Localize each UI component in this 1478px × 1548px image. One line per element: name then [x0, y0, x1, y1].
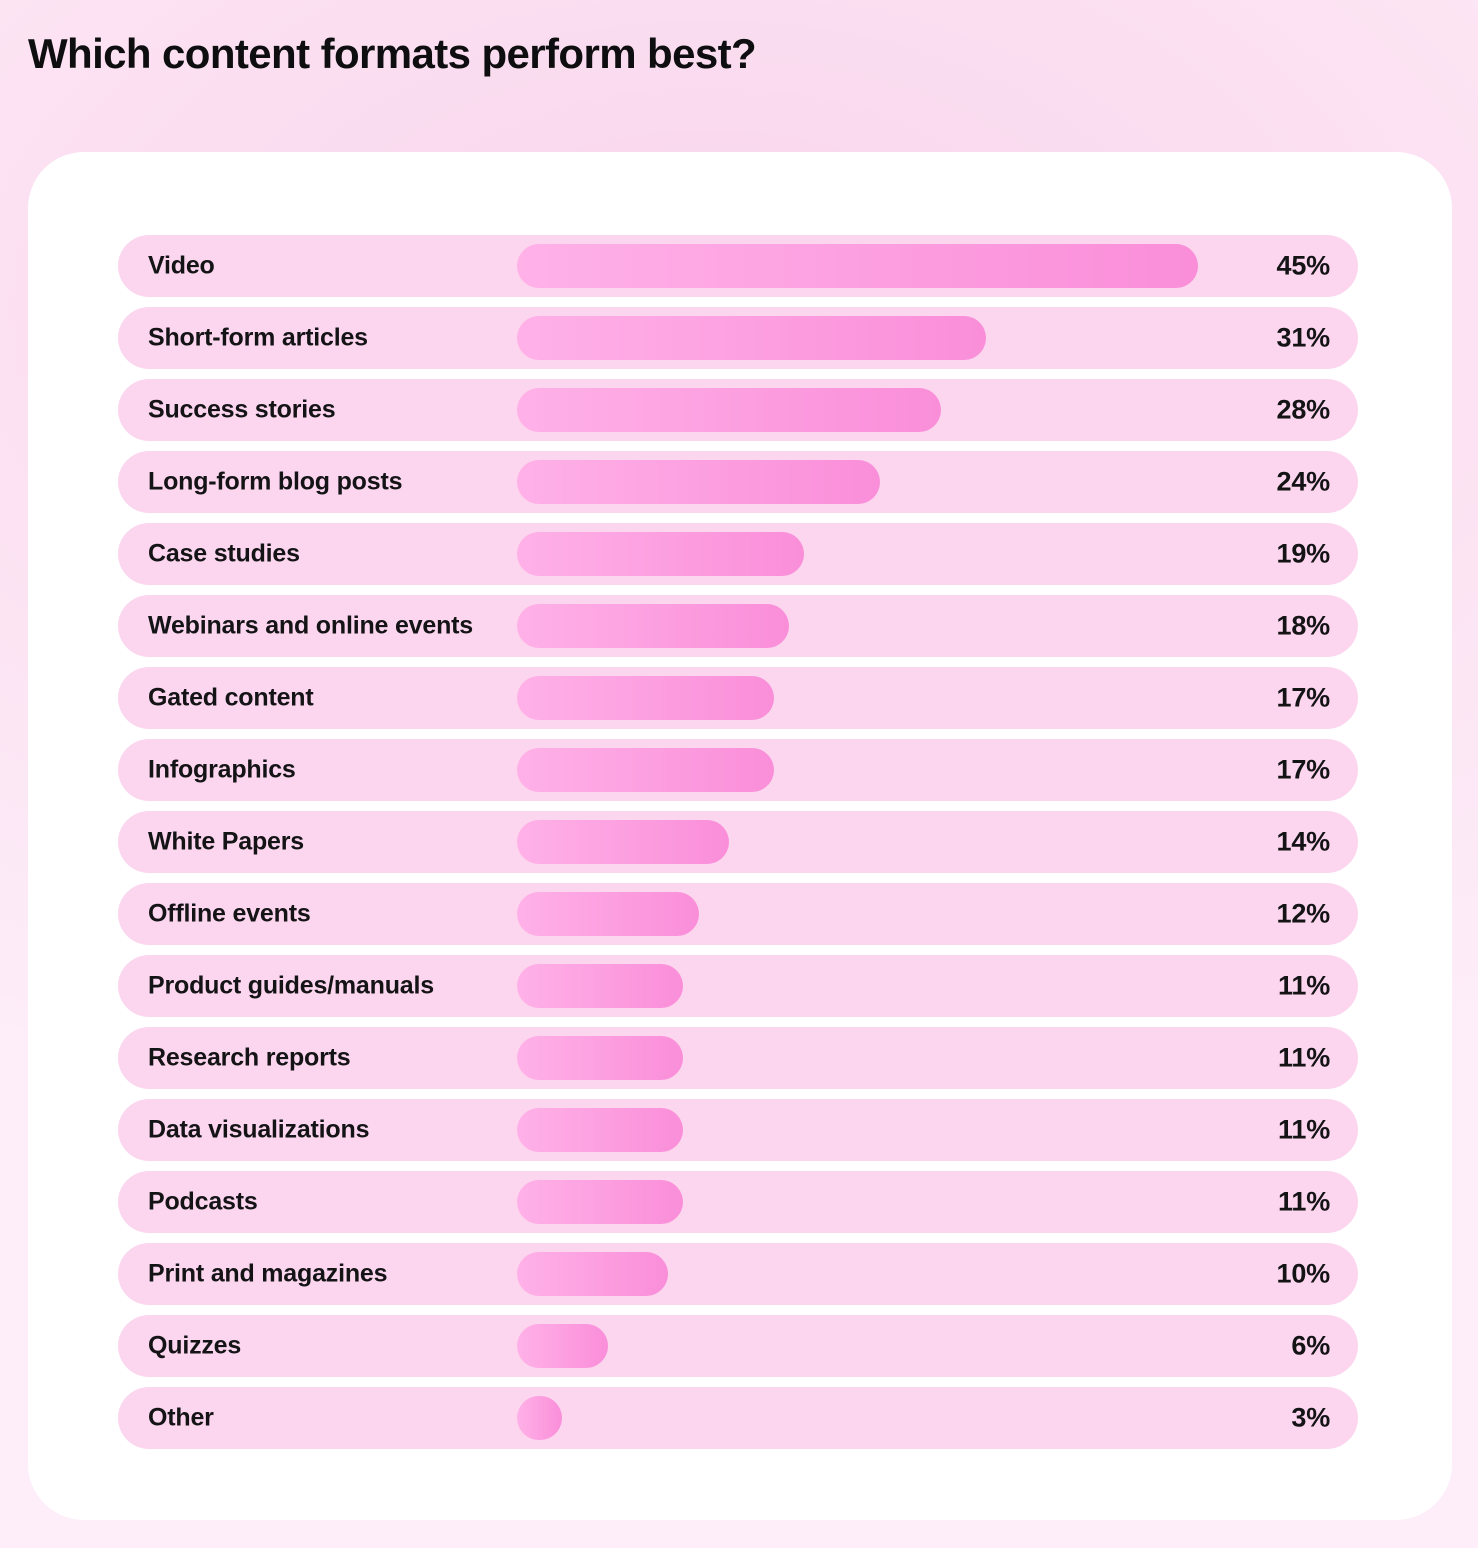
- category-label: Product guides/manuals: [148, 971, 434, 1000]
- chart-row: Quizzes 6%: [118, 1315, 1358, 1377]
- value-label: 11%: [1278, 970, 1330, 1001]
- category-label: White Papers: [148, 827, 304, 856]
- value-label: 11%: [1278, 1114, 1330, 1145]
- chart-row: Research reports 11%: [118, 1027, 1358, 1089]
- category-label: Case studies: [148, 539, 300, 568]
- category-label: Quizzes: [148, 1331, 242, 1360]
- chart-row: Data visualizations 11%: [118, 1099, 1358, 1161]
- value-bar: [517, 676, 774, 720]
- value-label: 45%: [1276, 250, 1331, 281]
- value-bar: [517, 1324, 608, 1368]
- page-title: Which content formats perform best?: [28, 30, 757, 77]
- category-label: Success stories: [148, 395, 336, 424]
- value-bar: [517, 460, 880, 504]
- chart-row: Webinars and online events 18%: [118, 595, 1358, 657]
- chart-row: Video 45%: [118, 235, 1358, 297]
- value-bar: [517, 892, 699, 936]
- chart-row: Podcasts 11%: [118, 1171, 1358, 1233]
- chart-row: Short-form articles 31%: [118, 307, 1358, 369]
- chart-row: Offline events 12%: [118, 883, 1358, 945]
- chart-row: Other 3%: [118, 1387, 1358, 1449]
- value-bar: [517, 748, 774, 792]
- value-bar: [517, 820, 729, 864]
- category-label: Other: [148, 1403, 214, 1432]
- category-label: Podcasts: [148, 1187, 258, 1216]
- chart-row: Infographics 17%: [118, 739, 1358, 801]
- value-bar: [517, 1252, 668, 1296]
- value-bar: [517, 532, 804, 576]
- value-bar: [517, 1036, 683, 1080]
- value-bar: [517, 1180, 683, 1224]
- value-label: 28%: [1276, 394, 1331, 425]
- category-label: Research reports: [148, 1043, 351, 1072]
- value-label: 10%: [1276, 1258, 1331, 1289]
- value-label: 11%: [1278, 1186, 1330, 1217]
- value-bar: [517, 604, 789, 648]
- value-bar: [517, 964, 683, 1008]
- value-label: 19%: [1276, 538, 1331, 569]
- category-label: Short-form articles: [148, 323, 368, 352]
- category-label: Video: [148, 251, 215, 280]
- value-bar: [517, 1108, 683, 1152]
- value-label: 17%: [1276, 754, 1331, 785]
- value-label: 12%: [1276, 898, 1331, 929]
- category-label: Webinars and online events: [148, 611, 473, 640]
- category-label: Infographics: [148, 755, 296, 784]
- chart-row: Success stories 28%: [118, 379, 1358, 441]
- bar-chart: Video 45% Short-form articles 31% Succes…: [118, 235, 1358, 1459]
- category-label: Gated content: [148, 683, 314, 712]
- category-label: Data visualizations: [148, 1115, 370, 1144]
- chart-row: White Papers 14%: [118, 811, 1358, 873]
- chart-row: Case studies 19%: [118, 523, 1358, 585]
- value-bar: [517, 244, 1198, 288]
- value-bar: [517, 316, 986, 360]
- chart-row: Long-form blog posts 24%: [118, 451, 1358, 513]
- value-label: 18%: [1276, 610, 1331, 641]
- chart-row: Print and magazines 10%: [118, 1243, 1358, 1305]
- category-label: Long-form blog posts: [148, 467, 403, 496]
- value-label: 14%: [1276, 826, 1331, 857]
- value-label: 11%: [1278, 1042, 1330, 1073]
- category-label: Offline events: [148, 899, 311, 928]
- value-label: 17%: [1276, 682, 1331, 713]
- value-bar: [517, 388, 941, 432]
- chart-row: Gated content 17%: [118, 667, 1358, 729]
- value-label: 31%: [1276, 322, 1331, 353]
- value-label: 6%: [1291, 1330, 1330, 1361]
- category-label: Print and magazines: [148, 1259, 388, 1288]
- chart-row: Product guides/manuals 11%: [118, 955, 1358, 1017]
- chart-card: Video 45% Short-form articles 31% Succes…: [28, 152, 1452, 1520]
- value-bar: [517, 1396, 562, 1440]
- value-label: 24%: [1276, 466, 1331, 497]
- value-label: 3%: [1291, 1402, 1330, 1433]
